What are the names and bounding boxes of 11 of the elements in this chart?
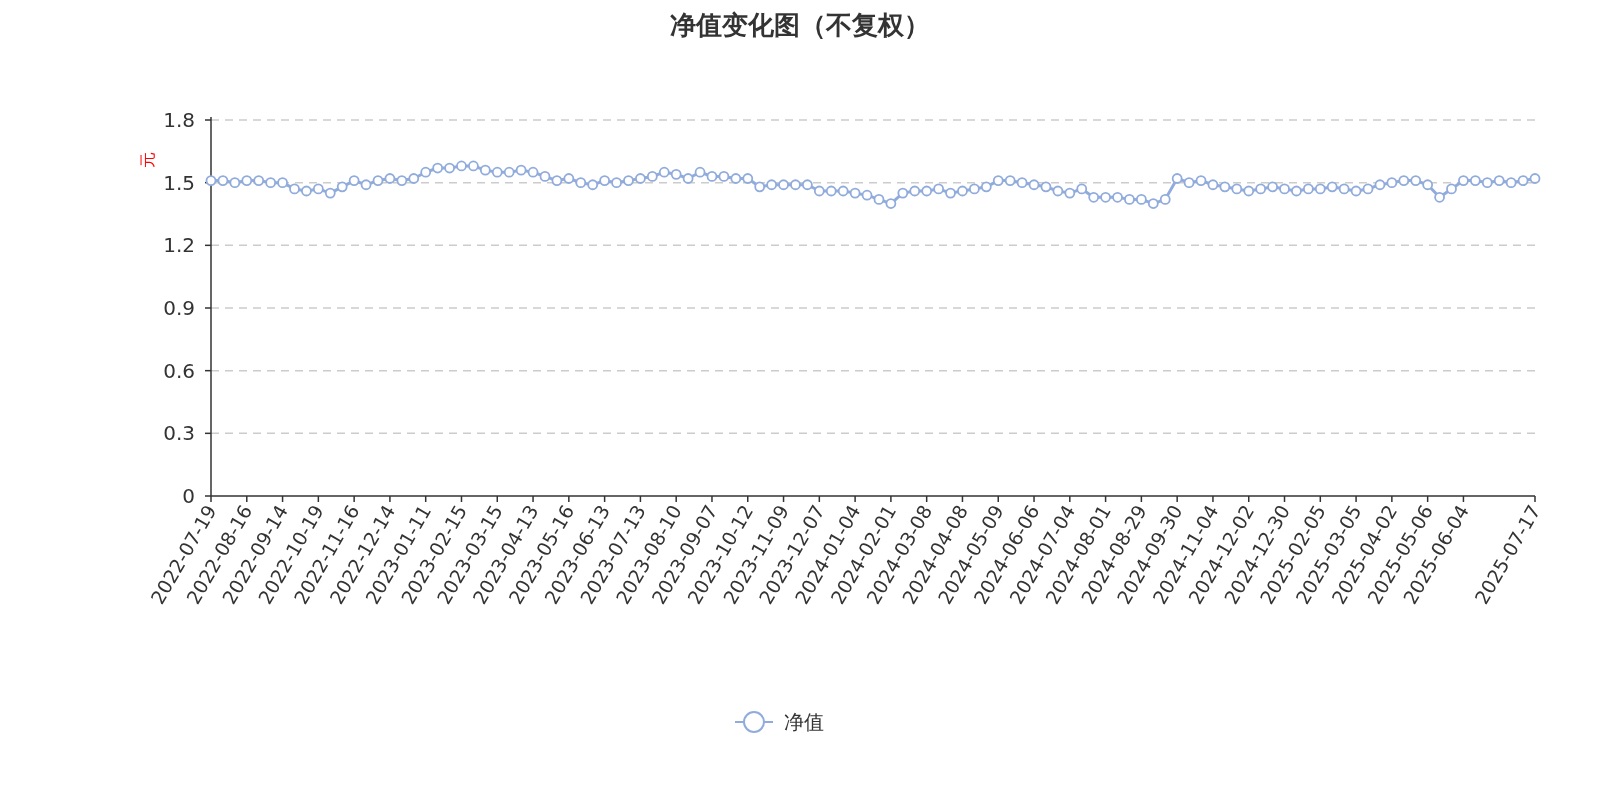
y-tick-label: 0.9	[163, 296, 195, 320]
y-tick-label: 1.2	[163, 233, 195, 258]
legend-label: 净值	[784, 710, 824, 734]
y-tick-label: 1.5	[163, 170, 195, 195]
y-tick-label: 0.6	[163, 358, 195, 383]
y-axis-title: 元	[138, 152, 157, 168]
y-tick-label: 1.8	[163, 108, 195, 132]
y-tick-label: 0	[182, 484, 195, 508]
legend: 净值	[734, 710, 824, 734]
chart-title: 净值变化图（不复权）	[670, 10, 930, 40]
y-tick-label: 0.3	[163, 421, 195, 446]
